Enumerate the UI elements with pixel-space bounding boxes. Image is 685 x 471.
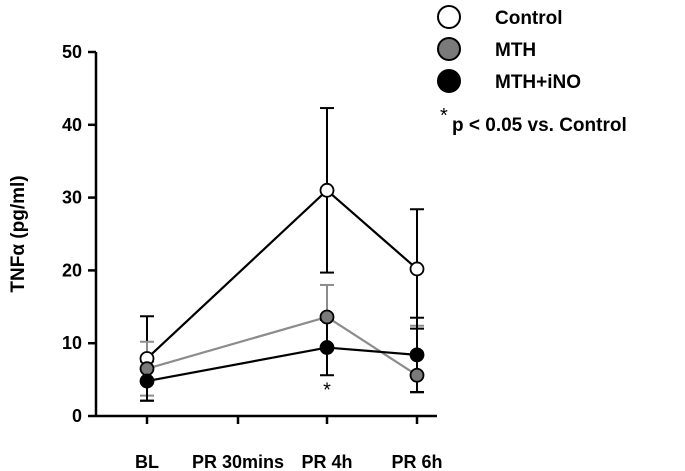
x-axis-ticks: BL PR 30mins PR 4h PR 6h xyxy=(135,416,443,471)
x-tick-label: PR 4h xyxy=(301,452,352,471)
data-point-0 xyxy=(319,182,335,198)
data-point-2 xyxy=(139,373,155,389)
annotations: * xyxy=(323,380,331,402)
y-axis-ticks: 0 10 20 30 40 50 xyxy=(62,42,96,426)
legend-label-2: MTH+iNO xyxy=(495,72,581,93)
y-tick-label: 10 xyxy=(62,333,82,353)
legend-label-1: MTH xyxy=(495,40,536,61)
axes xyxy=(94,52,437,418)
legend-marker-2 xyxy=(437,69,461,93)
legend-label-0: Control xyxy=(495,8,563,29)
x-tick-label: PR 6h xyxy=(391,452,442,471)
legend: Control MTH MTH+iNO xyxy=(437,5,581,93)
legend-marker-1 xyxy=(437,37,461,61)
series-line-1 xyxy=(146,315,418,377)
data-point-0 xyxy=(409,261,425,277)
significance-note-text: p < 0.05 vs. Control xyxy=(452,115,627,136)
significance-note: * p < 0.05 vs. Control xyxy=(440,105,627,136)
y-tick-label: 20 xyxy=(62,260,82,280)
y-tick-label: 0 xyxy=(72,406,82,426)
series-lines xyxy=(146,188,418,383)
data-markers xyxy=(139,182,425,389)
series-line-0 xyxy=(146,188,418,360)
significance-asterisk: * xyxy=(323,380,331,402)
y-tick-label: 40 xyxy=(62,115,82,135)
data-point-2 xyxy=(319,340,335,355)
x-tick-label: PR 30mins xyxy=(192,452,284,471)
series-line-2 xyxy=(146,346,418,383)
data-point-1 xyxy=(319,309,335,325)
data-point-2 xyxy=(409,347,425,363)
y-tick-label: 30 xyxy=(62,188,82,208)
y-tick-label: 50 xyxy=(62,42,82,62)
data-point-1 xyxy=(139,361,155,377)
y-axis-title: TNFα (pg/ml) xyxy=(8,175,29,292)
legend-marker-0 xyxy=(437,5,461,29)
significance-note-symbol: * xyxy=(440,105,448,127)
x-tick-label: BL xyxy=(135,452,159,471)
data-point-1 xyxy=(409,367,425,383)
